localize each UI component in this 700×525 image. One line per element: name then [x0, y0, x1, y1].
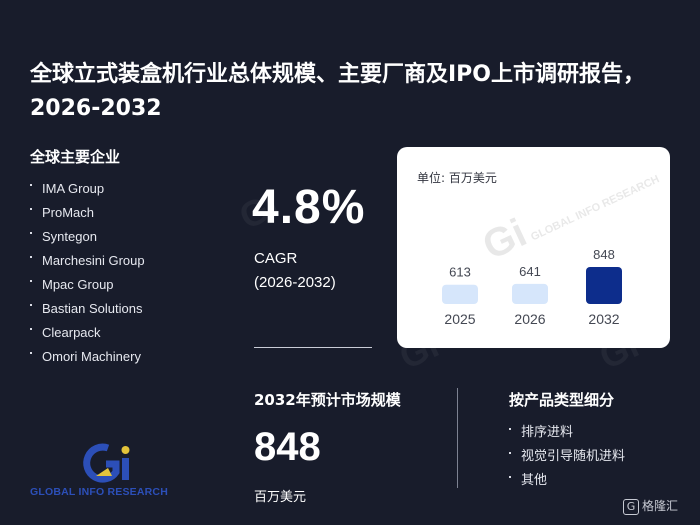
vertical-divider [457, 388, 458, 488]
bar-2032 [586, 267, 622, 304]
divider [254, 347, 372, 348]
segment-heading: 按产品类型细分 [509, 391, 615, 409]
bar-2025 [442, 284, 478, 304]
company-item: ProMach [30, 202, 145, 226]
companies-heading: 全球主要企业 [30, 148, 121, 166]
company-item: IMA Group [30, 178, 145, 202]
source-badge-text: 格隆汇 [642, 499, 679, 513]
category-label: 2025 [444, 311, 475, 327]
page-title: 全球立式装盒机行业总体规模、主要厂商及IPO上市调研报告，2026-2032 [30, 62, 646, 121]
cagr-label: CAGR [254, 250, 298, 267]
segment-item: 视觉引导随机进料 [509, 446, 625, 470]
cagr-period: (2026-2032) [254, 274, 336, 291]
logo-text: GLOBAL INFO RESEARCH [30, 486, 168, 498]
market-size-value: 848 [254, 425, 321, 469]
bar-chart: 613 2025 641 2026 848 2032 [442, 247, 622, 327]
bar-value-label: 641 [519, 264, 541, 279]
chart-card: GiGLOBAL INFO RESEARCH 单位: 百万美元 613 2025 6… [397, 147, 670, 348]
segment-item: 排序进料 [509, 422, 625, 446]
cagr-value: 4.8% [252, 181, 366, 234]
company-item: Syntegon [30, 226, 145, 250]
company-list: IMA Group ProMach Syntegon Marchesini Gr… [30, 178, 145, 370]
market-size-unit: 百万美元 [254, 490, 307, 505]
company-item: Marchesini Group [30, 250, 145, 274]
category-label: 2032 [588, 311, 619, 327]
company-item: Bastian Solutions [30, 298, 145, 322]
bar-value-label: 613 [449, 265, 471, 280]
bar-value-label: 848 [593, 247, 615, 262]
g-logo-icon: G [623, 498, 639, 515]
company-item: Omori Machinery [30, 346, 145, 370]
company-item: Mpac Group [30, 274, 145, 298]
company-item: Clearpack [30, 322, 145, 346]
market-size-heading: 2032年预计市场规模 [254, 391, 401, 409]
segment-item: 其他 [509, 470, 625, 494]
company-logo: GLOBAL INFO RESEARCH [30, 442, 180, 502]
unit-label: 单位: 百万美元 [417, 171, 497, 185]
segment-list: 排序进料 视觉引导随机进料 其他 [509, 422, 625, 494]
gi-logo-icon [83, 443, 130, 483]
bar-2026 [512, 283, 548, 304]
category-label: 2026 [514, 311, 545, 327]
source-badge: G 格隆汇 [623, 497, 678, 515]
